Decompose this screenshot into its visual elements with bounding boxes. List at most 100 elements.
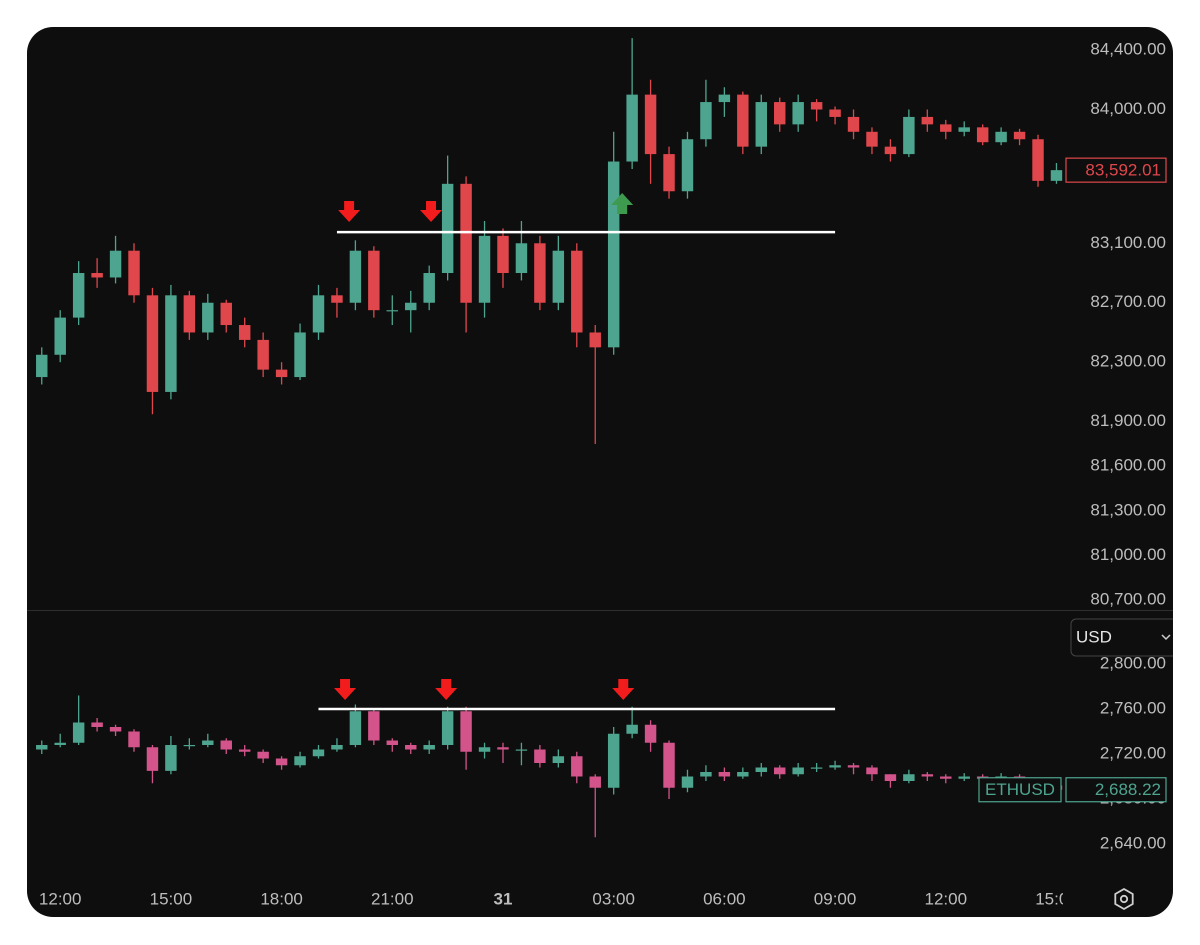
chevron-icon bbox=[1161, 634, 1171, 641]
candle-body bbox=[700, 772, 712, 777]
arrow-marker bbox=[612, 679, 635, 700]
axes: 84,400.00 84,000.00 83,100.00 82,700.00 82,3… bbox=[978, 40, 1167, 852]
candle-body bbox=[312, 749, 325, 757]
x-tick-label: 31 bbox=[494, 889, 513, 908]
candle-body bbox=[958, 127, 970, 132]
candle-body bbox=[238, 325, 251, 340]
y-tick-label: 82,700.00 bbox=[1090, 292, 1166, 311]
settings-icon[interactable] bbox=[1114, 887, 1134, 911]
candle-body bbox=[220, 302, 232, 326]
candle-body bbox=[663, 742, 675, 788]
candle-body bbox=[478, 235, 491, 303]
candle-body bbox=[183, 745, 196, 747]
candle-body bbox=[571, 756, 583, 777]
candle-body bbox=[275, 369, 288, 378]
candle-body bbox=[183, 295, 196, 333]
candle-body bbox=[847, 765, 860, 768]
arrow-marker bbox=[611, 193, 634, 215]
last-price-box bbox=[1065, 157, 1167, 183]
candle-body bbox=[441, 183, 454, 274]
candle-body bbox=[165, 745, 177, 771]
candle-body bbox=[238, 749, 251, 752]
candle-body bbox=[331, 295, 343, 303]
y-tick-label: 81,300.00 bbox=[1090, 500, 1166, 519]
y-tick-label: 80,700.00 bbox=[1090, 590, 1166, 609]
candle-body bbox=[386, 740, 399, 745]
candle-body bbox=[54, 742, 66, 745]
candle-body bbox=[386, 310, 399, 312]
candle-body bbox=[497, 747, 509, 750]
last-price-box bbox=[1065, 777, 1167, 803]
candle-body bbox=[940, 124, 952, 132]
panel-background bbox=[27, 27, 1173, 917]
currency-box[interactable] bbox=[1070, 618, 1183, 657]
candle-body bbox=[644, 724, 657, 743]
y-tick-label: 84,400.00 bbox=[1090, 40, 1166, 59]
plot-area bbox=[36, 38, 1063, 838]
candle-body bbox=[607, 733, 620, 788]
y-tick-label: 81,000.00 bbox=[1090, 545, 1166, 564]
x-tick-label: 15:00 bbox=[1035, 889, 1078, 908]
candle-body bbox=[607, 161, 620, 348]
candle-body bbox=[368, 711, 380, 741]
candle-body bbox=[146, 747, 159, 771]
candle-body bbox=[1050, 170, 1063, 181]
candle-body bbox=[1032, 139, 1044, 181]
x-tick-label: 15:00 bbox=[150, 889, 193, 908]
candle-body bbox=[644, 94, 657, 155]
y-tick-label: 81,600.00 bbox=[1090, 456, 1166, 475]
candle-body bbox=[128, 250, 140, 296]
arrow-marker bbox=[420, 201, 443, 223]
x-tick-label: 21:00 bbox=[371, 889, 414, 908]
x-tick-label: 09:00 bbox=[814, 889, 857, 908]
x-tick-label: 03:00 bbox=[592, 889, 635, 908]
candle-body bbox=[423, 273, 435, 303]
candle-body bbox=[995, 131, 1007, 143]
last-price-label: 2,688.22 bbox=[1095, 780, 1161, 799]
symbol-label: ETHUSD bbox=[985, 780, 1055, 799]
y-tick-label: 84,000.00 bbox=[1090, 99, 1166, 118]
candle-body bbox=[275, 758, 288, 766]
candle-body bbox=[460, 183, 472, 303]
candle-body bbox=[755, 102, 767, 147]
candle-body bbox=[294, 332, 306, 378]
candle-body bbox=[847, 116, 860, 132]
candle-body bbox=[774, 102, 786, 125]
candle-body bbox=[976, 127, 989, 143]
candle-body bbox=[368, 250, 380, 311]
candle-body bbox=[349, 711, 362, 745]
candle-body bbox=[128, 731, 140, 748]
candle-body bbox=[405, 302, 417, 311]
candle-body bbox=[146, 295, 159, 392]
candle-body bbox=[36, 745, 48, 750]
candle-body bbox=[202, 302, 214, 333]
candle-body bbox=[441, 711, 454, 745]
time-axis: 12:00 15:00 18:00 21:00 31 03:00 06:00 09:00 12:… bbox=[39, 889, 1078, 908]
candle-body bbox=[774, 767, 786, 775]
currency-selector[interactable]: USD bbox=[1070, 618, 1183, 657]
candle-body bbox=[54, 317, 66, 355]
candle-body bbox=[921, 774, 934, 777]
candle-body bbox=[220, 740, 232, 750]
candle-body bbox=[91, 722, 103, 727]
settings-hexagon[interactable] bbox=[1114, 887, 1134, 911]
candle-body bbox=[257, 751, 269, 759]
candle-body bbox=[737, 94, 749, 147]
candle-body bbox=[1013, 131, 1026, 140]
y-tick-label: 82,300.00 bbox=[1090, 352, 1166, 371]
candle-body bbox=[589, 332, 601, 348]
candle-body bbox=[478, 747, 491, 752]
candle-body bbox=[921, 116, 934, 125]
y-tick-label: 81,900.00 bbox=[1090, 411, 1166, 430]
candle-body bbox=[497, 235, 509, 274]
candle-body bbox=[681, 776, 694, 788]
candle-body bbox=[829, 765, 841, 768]
candle-body bbox=[940, 776, 952, 779]
currency-label[interactable]: USD bbox=[1076, 627, 1112, 646]
candle-body bbox=[571, 250, 583, 333]
x-tick-label: 12:00 bbox=[39, 889, 82, 908]
y-tick-label: 2,800.00 bbox=[1100, 653, 1166, 672]
y-tick-label: 2,720.00 bbox=[1100, 743, 1166, 762]
settings-center[interactable] bbox=[1119, 894, 1129, 904]
